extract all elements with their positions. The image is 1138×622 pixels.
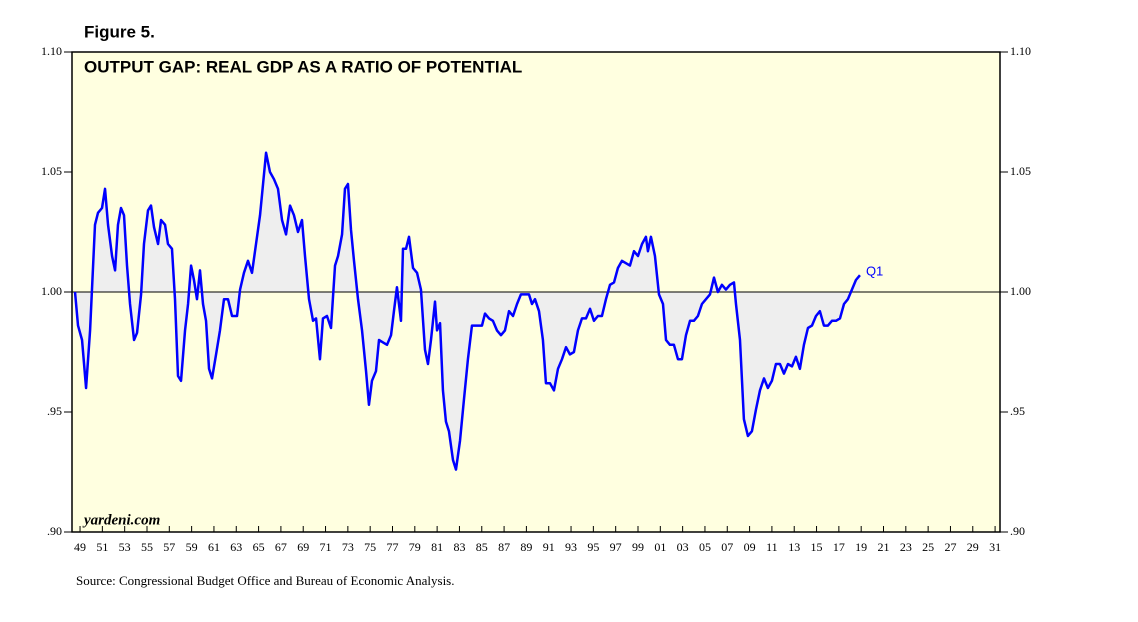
y-tick-label: .95	[47, 404, 62, 418]
x-tick-label: 85	[476, 540, 488, 554]
x-tick-label: 29	[967, 540, 979, 554]
line	[73, 151, 861, 471]
annotation: Q1	[866, 264, 883, 279]
x-tick-label: 67	[275, 540, 287, 554]
x-tick-label: 31	[989, 540, 1001, 554]
x-tick-label: 65	[253, 540, 265, 554]
x-tick-label: 05	[699, 540, 711, 554]
source: Source: Congressional Budget Office and …	[76, 573, 455, 588]
x-tick-label: 17	[833, 540, 845, 554]
x-tick-label: 63	[230, 540, 242, 554]
x-tick-label: 15	[811, 540, 823, 554]
y-tick-label-right: 1.10	[1010, 44, 1031, 58]
x-tick-label: 73	[342, 540, 354, 554]
x-tick-label: 69	[297, 540, 309, 554]
chart-title: OUTPUT GAP: REAL GDP AS A RATIO OF POTEN…	[84, 57, 522, 76]
x-tick-label: 71	[320, 540, 332, 554]
x-tick-label: 77	[386, 540, 398, 554]
x-tick-label: 49	[74, 540, 86, 554]
x-tick-label: 87	[498, 540, 510, 554]
x-tick-label: 59	[186, 540, 198, 554]
x-tick-label: 19	[855, 540, 867, 554]
figure-label: Figure 5.	[84, 22, 155, 41]
x-tick-label: 01	[654, 540, 666, 554]
x-tick-label: 91	[543, 540, 555, 554]
y-tick-label: 1.10	[41, 44, 62, 58]
x-tick-label: 03	[677, 540, 689, 554]
x-tick-label: 25	[922, 540, 934, 554]
x-tick-label: 89	[520, 540, 532, 554]
x-tick-label: 93	[565, 540, 577, 554]
y-tick-label-right: 1.00	[1010, 284, 1031, 298]
x-tick-label: 75	[364, 540, 376, 554]
y-tick-label: 1.05	[41, 164, 62, 178]
x-tick-label: 23	[900, 540, 912, 554]
x-tick-label: 07	[721, 540, 733, 554]
watermark: yardeni.com	[82, 512, 160, 528]
x-tick-label: 79	[409, 540, 421, 554]
y-tick-label-right: .90	[1010, 524, 1025, 538]
x-tick-label: 95	[587, 540, 599, 554]
gap-area	[75, 152, 860, 470]
x-tick-label: 99	[632, 540, 644, 554]
x-tick-label: 61	[208, 540, 220, 554]
y-tick-label: 1.00	[41, 284, 62, 298]
x-tick-label: 51	[96, 540, 108, 554]
x-tick-label: 11	[766, 540, 778, 554]
x-tick-label: 55	[141, 540, 153, 554]
x-tick-label: 27	[944, 540, 956, 554]
y-tick-label-right: .95	[1010, 404, 1025, 418]
x-tick-label: 57	[163, 540, 175, 554]
x-tick-label: 09	[744, 540, 756, 554]
y-tick-label-right: 1.05	[1010, 164, 1031, 178]
x-tick-label: 97	[610, 540, 622, 554]
y-tick-label: .90	[47, 524, 62, 538]
x-tick-label: 81	[431, 540, 443, 554]
x-tick-label: 83	[453, 540, 465, 554]
x-tick-label: 21	[877, 540, 889, 554]
x-tick-label: 53	[119, 540, 131, 554]
plot-frame	[71, 51, 1001, 533]
x-tick-label: 13	[788, 540, 800, 554]
